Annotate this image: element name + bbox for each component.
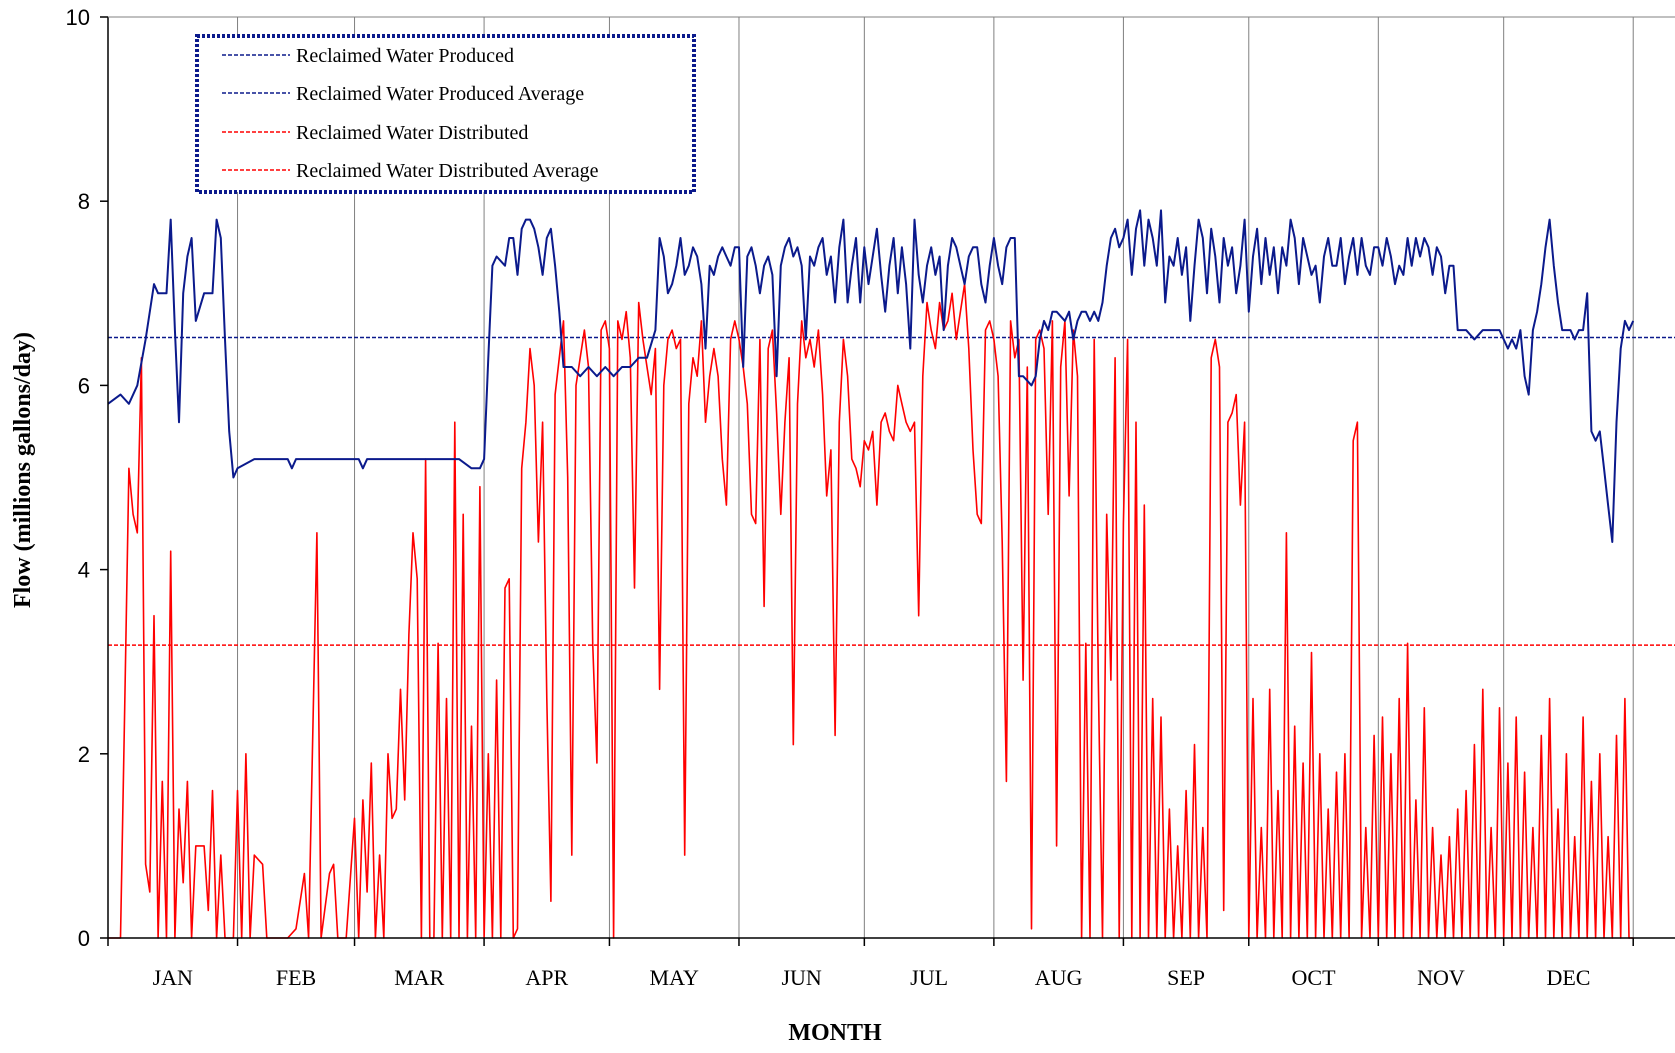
x-tick-label-mar: MAR	[394, 965, 444, 990]
distributed-series-line	[108, 283, 1634, 939]
y-tick-label: 4	[78, 558, 90, 583]
legend-label-produced-average: Reclaimed Water Produced Average	[296, 83, 584, 105]
x-tick-label-sep: SEP	[1167, 965, 1205, 990]
x-tick-label-oct: OCT	[1292, 965, 1337, 990]
x-axis-title: MONTH	[788, 1020, 882, 1046]
series-lines	[107, 209, 1635, 939]
x-tick-label-aug: AUG	[1035, 965, 1083, 990]
x-tick-label-jul: JUL	[910, 965, 948, 990]
y-tick-label: 6	[78, 373, 90, 398]
y-tick-label: 0	[78, 926, 90, 951]
legend-label-distributed-average: Reclaimed Water Distributed Average	[296, 160, 599, 182]
x-tick-label-jun: JUN	[781, 965, 821, 990]
produced-series-line	[107, 209, 1635, 543]
x-tick-label-feb: FEB	[276, 965, 316, 990]
y-tick-label: 10	[66, 5, 90, 30]
legend-label-distributed: Reclaimed Water Distributed	[296, 122, 528, 144]
y-axis-title: Flow (millions gallons/day)	[10, 332, 36, 608]
x-tick-label-dec: DEC	[1546, 965, 1590, 990]
legend-box	[195, 34, 696, 194]
y-tick-label: 8	[78, 189, 90, 214]
x-tick-label-jan: JAN	[153, 965, 193, 990]
x-tick-label-apr: APR	[525, 965, 568, 990]
tick-labels: JAN FEB MAR APR MAY JUN JUL AUG SEP OCT NOV DEC 0 2 4 6…	[66, 5, 1591, 990]
x-tick-label-nov: NOV	[1417, 965, 1465, 990]
axes	[100, 16, 1675, 946]
y-tick-label: 2	[78, 742, 90, 767]
legend: Reclaimed Water Produced Reclaimed Water…	[195, 34, 696, 194]
average-lines	[108, 336, 1675, 646]
x-tick-label-may: MAY	[650, 965, 699, 990]
legend-label-produced: Reclaimed Water Produced	[296, 45, 514, 67]
